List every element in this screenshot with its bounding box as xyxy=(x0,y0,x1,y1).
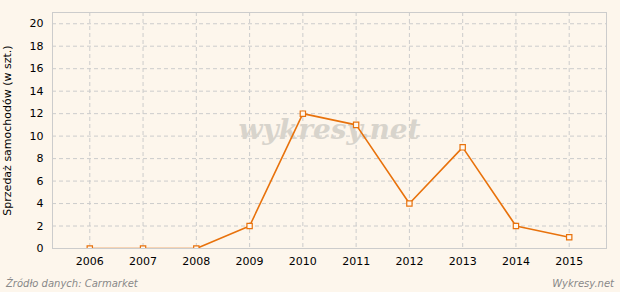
svg-text:14: 14 xyxy=(30,85,44,98)
html-text:Źródło danych: Carmarket: Źródło danych: Carmarket xyxy=(6,277,138,289)
svg-text:2014: 2014 xyxy=(502,255,530,268)
svg-text:2010: 2010 xyxy=(289,255,317,268)
svg-text:2012: 2012 xyxy=(395,255,423,268)
svg-text:8: 8 xyxy=(37,152,44,165)
svg-text:wykresy.net: wykresy.net xyxy=(238,113,420,146)
svg-text:20: 20 xyxy=(30,17,44,30)
html-text:Wykresy.net: Wykresy.net xyxy=(552,277,614,289)
svg-text:6: 6 xyxy=(37,175,44,188)
svg-text:12: 12 xyxy=(30,107,44,120)
svg-text:2015: 2015 xyxy=(555,255,583,268)
svg-text:2013: 2013 xyxy=(449,255,477,268)
svg-text:10: 10 xyxy=(30,130,44,143)
svg-text:2007: 2007 xyxy=(129,255,157,268)
svg-text:16: 16 xyxy=(30,62,44,75)
svg-text:0: 0 xyxy=(37,242,44,255)
svg-text:2006: 2006 xyxy=(76,255,104,268)
svg-text:2009: 2009 xyxy=(236,255,264,268)
svg-text:2: 2 xyxy=(37,220,44,233)
svg-text:18: 18 xyxy=(30,40,44,53)
svg-text:4: 4 xyxy=(37,197,44,210)
svg-text:2008: 2008 xyxy=(182,255,210,268)
svg-text:Sprzedaż samochodów (w szt.): Sprzedaż samochodów (w szt.) xyxy=(1,45,14,215)
svg-text:2011: 2011 xyxy=(342,255,370,268)
